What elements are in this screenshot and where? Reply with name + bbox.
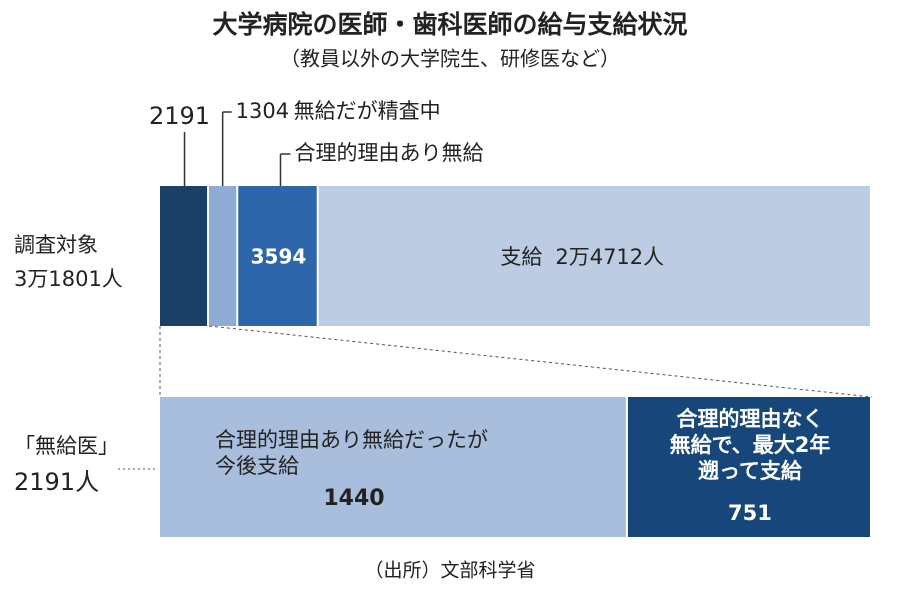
chart-title: 大学病院の医師・歯科医師の給与支給状況 (212, 10, 687, 39)
segment-name: 支給 (500, 245, 542, 269)
value-label: 1304 (236, 99, 289, 123)
row-total: 2191人 (14, 468, 99, 496)
segment-name: 無給だが精査中 (294, 99, 441, 123)
bar-segment (160, 397, 626, 537)
row-total: 3万1801人 (14, 267, 123, 291)
segment-name: 無給で、最大2年 (670, 433, 831, 457)
value-label: 1440 (323, 486, 384, 511)
row-label: 調査対象 (14, 233, 98, 257)
value-label: 2万4712人 (555, 245, 664, 269)
segment-name: 遡って支給 (698, 459, 803, 483)
segment-name: 今後支給 (215, 454, 299, 478)
bar-segment (238, 186, 317, 326)
row-label: 「無給医」 (14, 434, 119, 458)
bar-segment (627, 397, 870, 537)
bar-segment (160, 186, 208, 326)
source: （出所）文部科学省 (364, 560, 535, 582)
bar-segment (209, 186, 237, 326)
value-label: 2191 (149, 102, 210, 130)
segment-name: 合理的理由なく (676, 407, 823, 431)
segment-name: 合理的理由あり無給 (294, 141, 483, 165)
zoom-line (209, 325, 873, 398)
chart-subtitle: （教員以外の大学院生、研修医など） (280, 47, 620, 71)
bar-segment (318, 186, 870, 326)
value-label: 3594 (251, 245, 307, 269)
segment-name: 合理的理由あり無給だったが (215, 428, 488, 452)
value-label: 751 (728, 501, 772, 525)
